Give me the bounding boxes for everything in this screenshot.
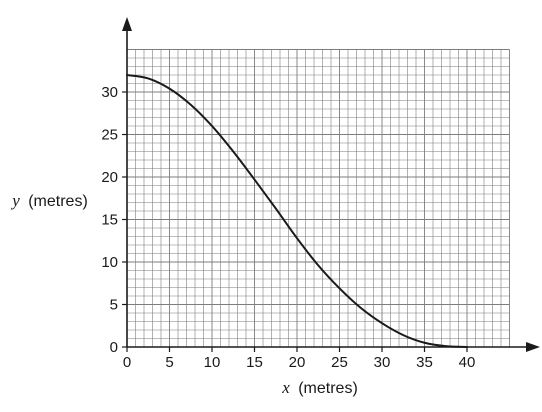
x-axis-arrow-icon — [526, 342, 540, 352]
x-tick-label: 30 — [374, 354, 391, 371]
x-tick-label: 35 — [416, 354, 433, 371]
y-tick-label: 30 — [101, 84, 118, 101]
y-axis-variable: y — [10, 191, 20, 210]
x-axis-unit: (metres) — [298, 380, 358, 397]
y-tick-label: 10 — [101, 254, 118, 271]
y-tick-label: 15 — [101, 212, 118, 229]
x-tick-label: 40 — [459, 354, 476, 371]
grid — [126, 49, 510, 348]
x-tick-label: 25 — [331, 354, 348, 371]
y-tick-label: 25 — [101, 127, 118, 144]
ticks: 0 5 10 15 20 25 30 35 40 0 5 10 15 20 25 30 — [101, 84, 475, 371]
series-curve — [126, 74, 468, 348]
x-tick-label: 15 — [246, 354, 263, 371]
x-tick-label: 5 — [165, 354, 173, 371]
y-tick-label: 20 — [101, 169, 118, 186]
y-tick-label: 5 — [110, 297, 118, 314]
y-axis-unit: (metres) — [28, 193, 88, 210]
x-tick-label: 20 — [289, 354, 306, 371]
y-tick-label: 0 — [110, 339, 118, 356]
x-axis-variable: x — [281, 378, 290, 397]
x-tick-label: 0 — [123, 354, 131, 371]
y-axis-arrow-icon — [122, 17, 132, 31]
y-axis-label: y (metres) — [10, 191, 88, 210]
x-tick-label: 10 — [204, 354, 221, 371]
series — [126, 74, 468, 348]
x-axis-label: x (metres) — [281, 378, 358, 397]
